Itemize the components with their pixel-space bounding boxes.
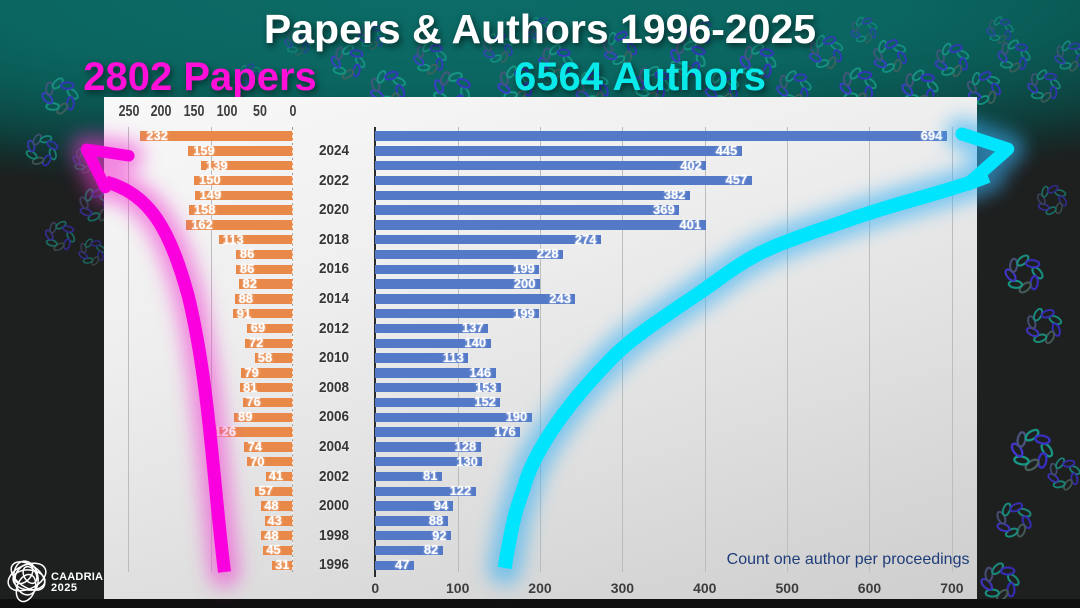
svg-text:2025: 2025	[51, 582, 77, 594]
svg-text:CAADRIA: CAADRIA	[51, 571, 103, 583]
